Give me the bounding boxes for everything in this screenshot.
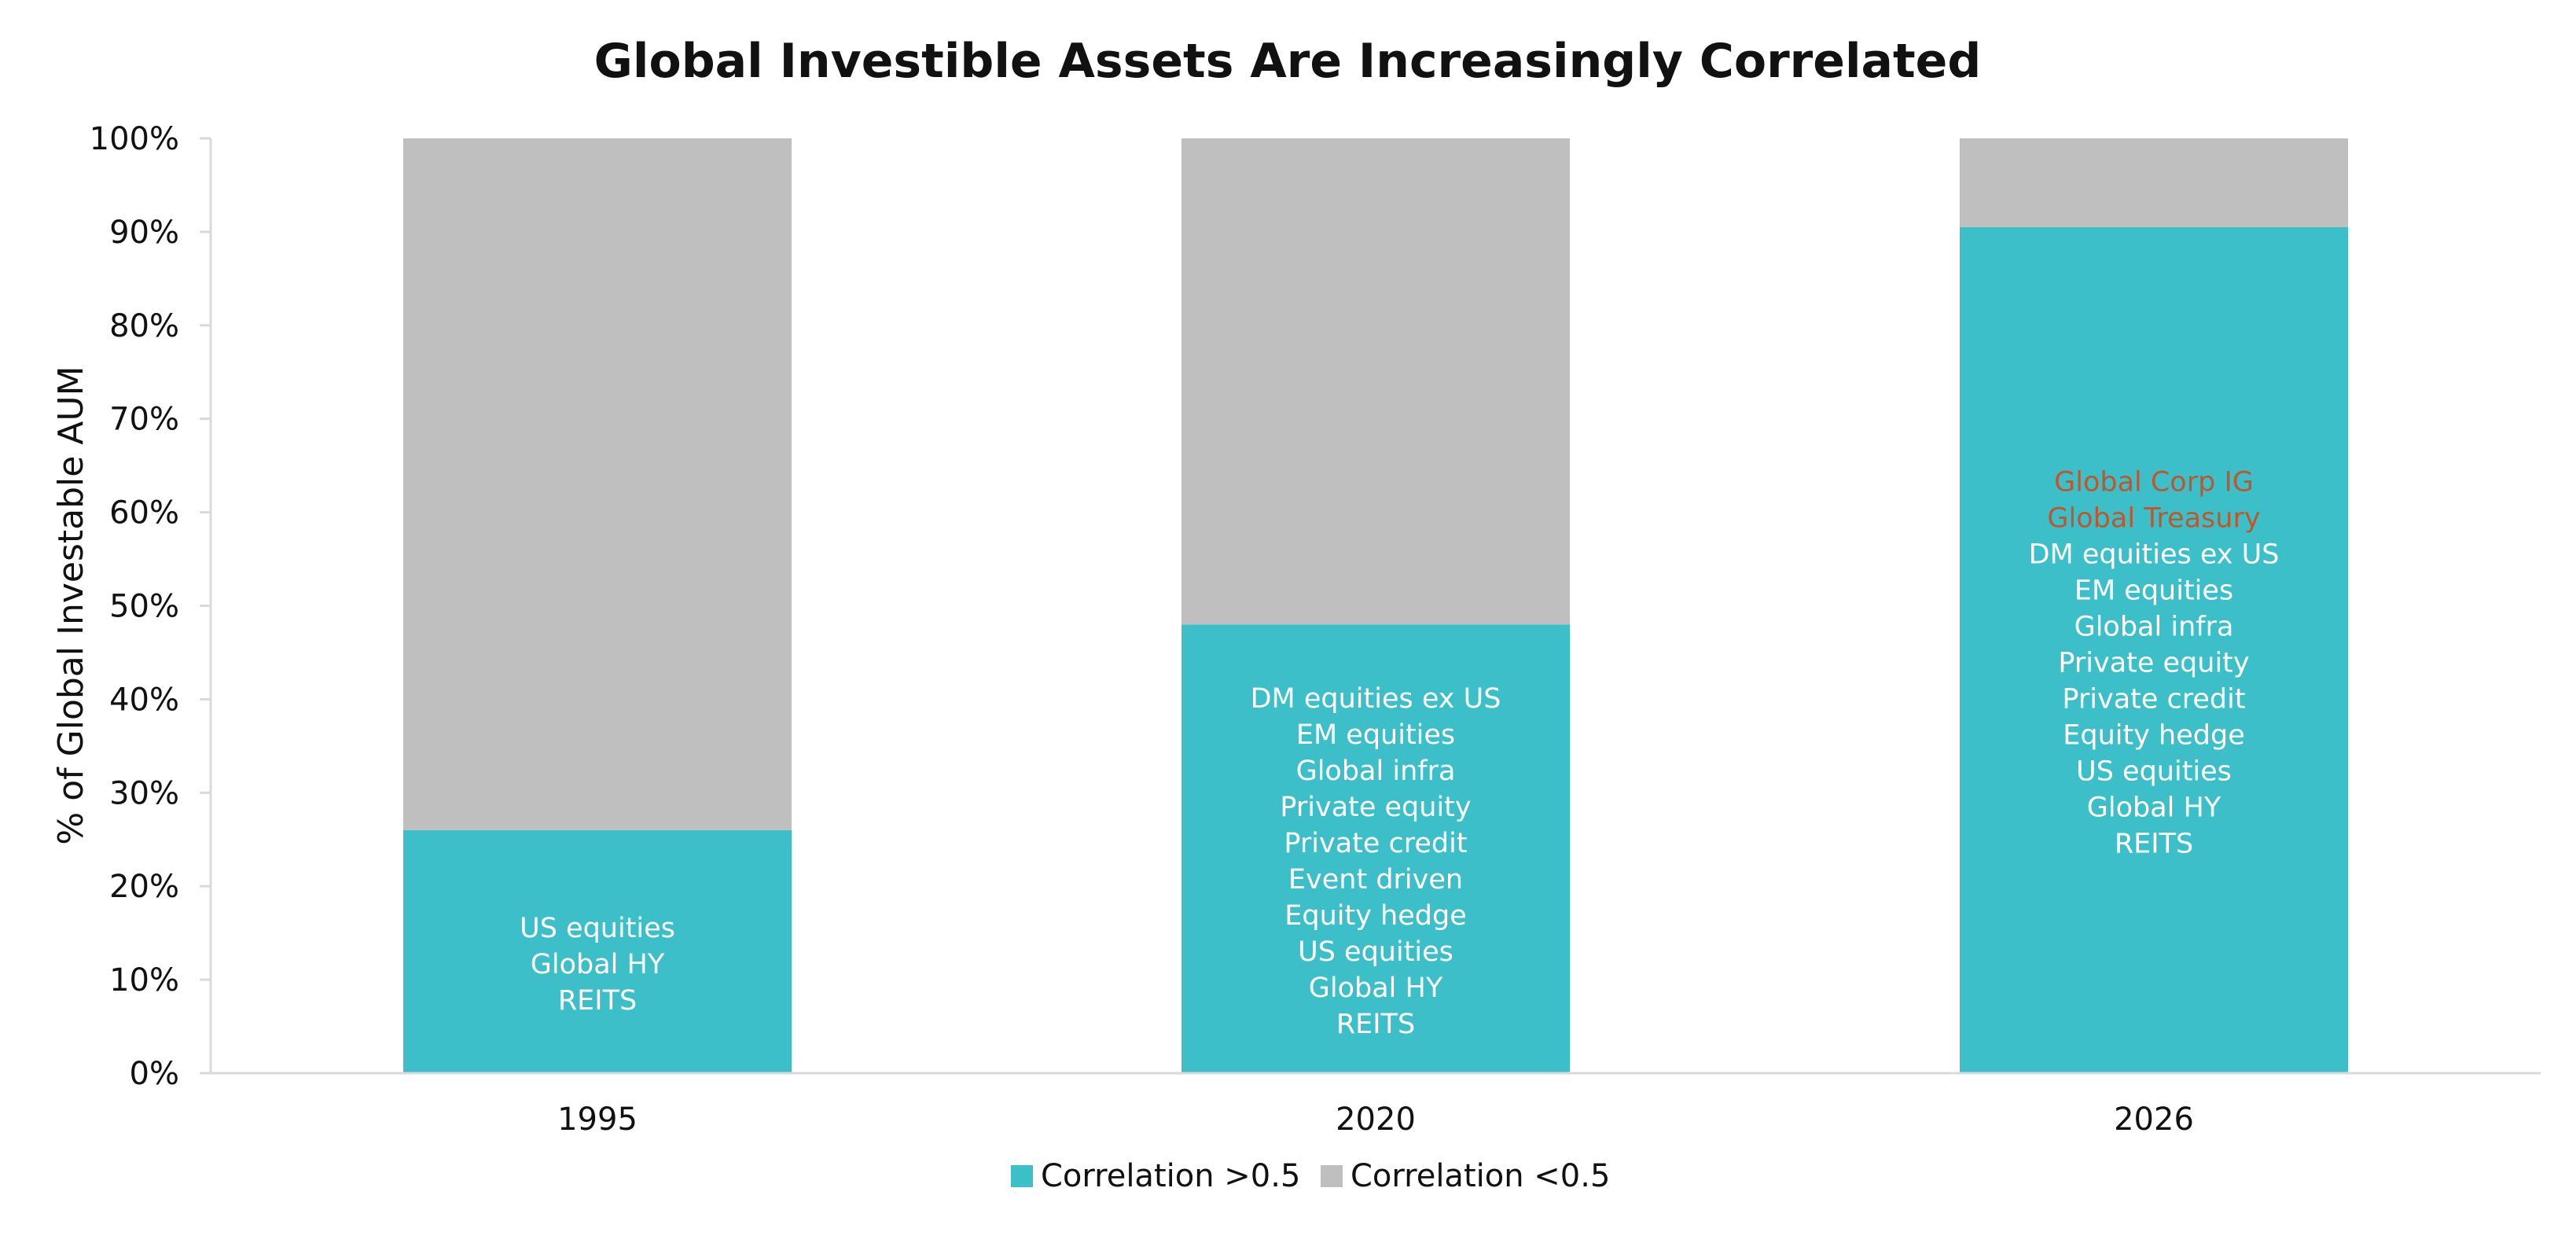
legend-correlation-below-label: Correlation <0.5 bbox=[1350, 1158, 1610, 1194]
bar-label-2026: Global Corp IG bbox=[2054, 466, 2254, 498]
bar-label-2020: REITS bbox=[1336, 1009, 1415, 1040]
y-tick-label: 60% bbox=[109, 495, 179, 531]
y-tick-label: 90% bbox=[109, 215, 179, 251]
bar-correlation-below-1995 bbox=[403, 138, 792, 830]
y-tick-label: 100% bbox=[90, 121, 179, 157]
legend: Correlation >0.5 Correlation <0.5 bbox=[1011, 1158, 1610, 1194]
legend-correlation-above-swatch bbox=[1011, 1165, 1033, 1187]
bar-label-2026: Private credit bbox=[2062, 683, 2245, 715]
y-tick-label: 0% bbox=[130, 1056, 179, 1092]
bar-label-2020: Global infra bbox=[1296, 756, 1456, 787]
bar-label-1995: REITS bbox=[558, 985, 637, 1017]
bar-correlation-above-1995 bbox=[403, 829, 792, 1073]
x-ticks-layer: 1995 2020 2026 bbox=[557, 1101, 2194, 1138]
bar-label-2026: Global HY bbox=[2087, 792, 2221, 823]
bar-label-2020: US equities bbox=[1298, 936, 1453, 968]
bars-layer bbox=[403, 138, 2348, 1074]
bar-label-2026: Global infra bbox=[2074, 611, 2234, 642]
bar-label-2020: EM equities bbox=[1296, 719, 1455, 751]
bar-label-2026: Equity hedge bbox=[2063, 719, 2244, 751]
y-tick-label: 10% bbox=[109, 962, 179, 998]
legend-correlation-above-label: Correlation >0.5 bbox=[1041, 1158, 1300, 1194]
y-tick-label: 50% bbox=[109, 589, 179, 625]
legend-correlation-below-swatch bbox=[1321, 1165, 1343, 1187]
y-axis-title: % of Global Investable AUM bbox=[51, 366, 91, 844]
y-tick-label: 20% bbox=[109, 869, 179, 905]
y-tick-label: 70% bbox=[109, 402, 179, 438]
bar-label-2020: Event driven bbox=[1288, 864, 1463, 895]
bar-label-2020: Private credit bbox=[1284, 828, 1467, 859]
bar-labels-layer: US equities Global HY REITS DM equities ex … bbox=[520, 466, 2279, 1040]
bar-correlation-below-2020 bbox=[1181, 138, 1570, 625]
bar-label-2026: EM equities bbox=[2074, 575, 2233, 606]
y-tick-label: 30% bbox=[109, 775, 179, 811]
bar-label-2026: Private equity bbox=[2058, 647, 2249, 679]
bar-label-2026: Global Treasury bbox=[2047, 502, 2260, 534]
bar-label-2026: US equities bbox=[2076, 756, 2232, 787]
bar-label-2020: Equity hedge bbox=[1284, 900, 1466, 932]
bar-label-2026: DM equities ex US bbox=[2029, 539, 2280, 570]
y-ticks-layer: 0% 10% 20% 30% 40% 50% 60% 70% 80% 90% 100% bbox=[90, 121, 211, 1092]
bar-label-2020: Global HY bbox=[1309, 973, 1443, 1004]
bar-label-1995: US equities bbox=[520, 913, 675, 944]
bar-correlation-above-2026 bbox=[1960, 226, 2348, 1074]
bar-correlation-above-2020 bbox=[1181, 624, 1570, 1073]
bar-label-2020: DM equities ex US bbox=[1251, 683, 1501, 715]
bar-label-2020: Private equity bbox=[1280, 792, 1471, 823]
y-tick-label: 80% bbox=[109, 308, 179, 344]
y-tick-label: 40% bbox=[109, 682, 179, 718]
x-tick-label: 2026 bbox=[2114, 1101, 2194, 1138]
bar-correlation-below-2026 bbox=[1960, 138, 2348, 227]
bar-label-2026: REITS bbox=[2115, 828, 2193, 859]
chart-title: Global Investible Assets Are Increasingl… bbox=[594, 34, 1982, 89]
x-tick-label: 1995 bbox=[557, 1101, 638, 1138]
x-tick-label: 2020 bbox=[1336, 1101, 1416, 1138]
bar-label-1995: Global HY bbox=[531, 949, 665, 980]
